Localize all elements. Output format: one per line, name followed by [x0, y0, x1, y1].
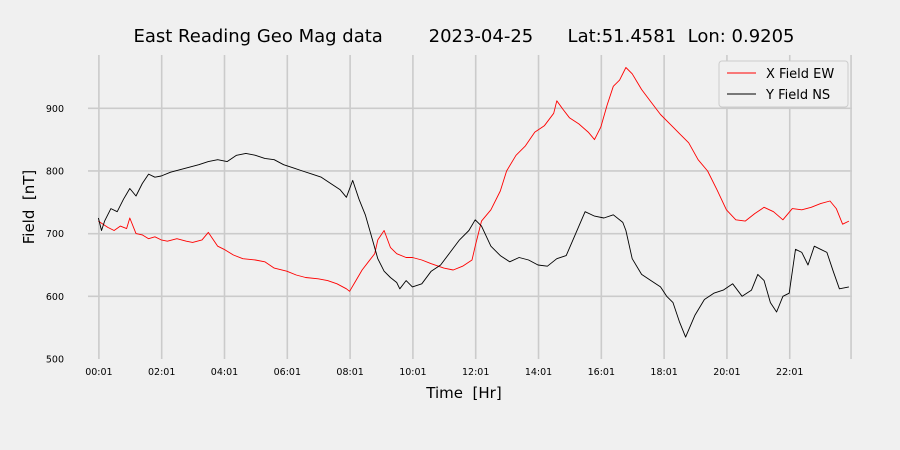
y-tick-label: 500 [46, 355, 64, 366]
x-tick-label: 06:01 [274, 367, 301, 378]
legend-label-x-field: X Field EW [766, 67, 834, 82]
series-line-1 [97, 152, 849, 338]
y-tick-label: 900 [46, 104, 64, 115]
data-series [97, 67, 850, 338]
x-tick-label: 00:01 [85, 367, 112, 378]
x-tick-label: 04:01 [211, 367, 238, 378]
chart-title: East Reading Geo Mag data 2023-04-25 Lat… [133, 26, 794, 47]
x-tick-label: 02:01 [148, 367, 175, 378]
gridlines [88, 55, 852, 359]
legend-label-y-field: Y Field NS [765, 88, 830, 103]
x-tick-label: 12:01 [462, 367, 489, 378]
y-tick-label: 600 [46, 292, 64, 303]
x-tick-label: 08:01 [336, 367, 363, 378]
y-tick-label: 800 [46, 166, 64, 177]
y-axis-label: Field [nT] [20, 170, 38, 245]
x-tick-label: 20:01 [713, 367, 740, 378]
x-tick-label: 22:01 [776, 367, 803, 378]
tick-labels: 500 600 700 800 900 00:01 02:01 04:01 06:01 08:01… [46, 104, 804, 378]
x-tick-label: 16:01 [588, 367, 615, 378]
legend: X Field EW Y Field NS [718, 60, 849, 108]
x-tick-label: 18:01 [650, 367, 677, 378]
series-line-0 [98, 67, 850, 292]
x-tick-label: 10:01 [399, 367, 426, 378]
x-tick-label: 14:01 [525, 367, 552, 378]
y-tick-label: 700 [46, 229, 64, 240]
x-axis-label: Time [Hr] [425, 384, 501, 402]
